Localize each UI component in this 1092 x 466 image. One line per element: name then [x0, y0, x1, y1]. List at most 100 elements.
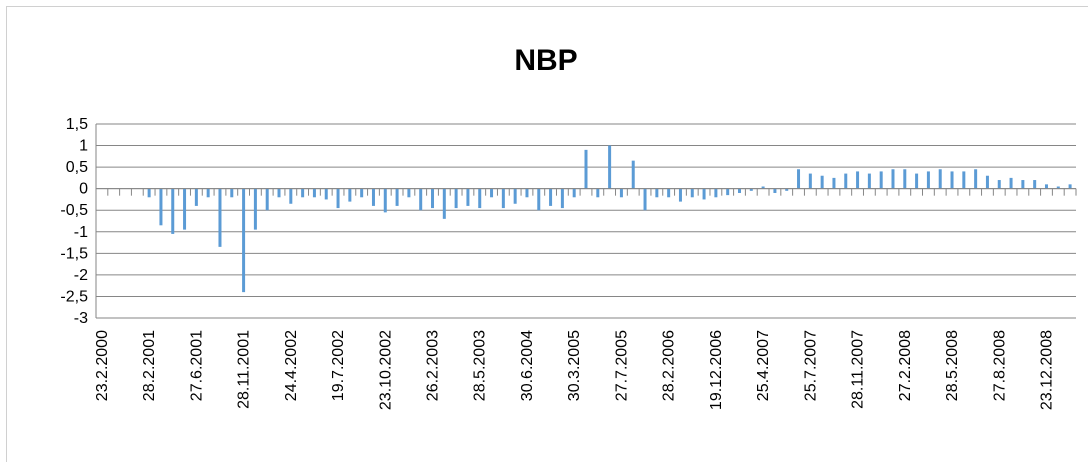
x-tick-label: 28.11.2001	[236, 330, 253, 409]
bar	[938, 169, 942, 189]
bar	[667, 188, 671, 198]
bar	[926, 171, 930, 189]
bar	[253, 188, 257, 230]
bar	[974, 169, 978, 189]
bar	[348, 188, 352, 202]
bar	[395, 188, 399, 206]
x-tick-label: 30.6.2004	[519, 330, 536, 401]
bar	[442, 188, 446, 219]
bar	[1009, 177, 1013, 189]
x-tick-label: 25.4.2007	[755, 330, 772, 401]
bar	[797, 169, 801, 189]
bar	[962, 171, 966, 189]
bar	[761, 186, 765, 189]
y-tick-label: -3	[74, 310, 88, 327]
bar	[230, 188, 234, 198]
bar	[289, 188, 293, 204]
x-tick-label: 27.8.2008	[991, 330, 1008, 401]
y-tick-label: 0	[79, 181, 88, 198]
bar	[915, 173, 919, 189]
bar	[903, 169, 907, 189]
bar	[336, 188, 340, 209]
x-tick-label: 25.7.2007	[802, 330, 819, 401]
bar	[1044, 184, 1048, 189]
bar	[985, 175, 989, 189]
bar	[856, 171, 860, 189]
bar	[537, 188, 541, 211]
bar	[312, 188, 316, 198]
bar	[808, 173, 812, 189]
bar	[572, 188, 576, 198]
y-tick-label: -2,5	[60, 288, 88, 305]
bar	[820, 175, 824, 189]
bar	[1068, 184, 1072, 189]
bar	[277, 188, 281, 198]
bar	[466, 188, 470, 206]
bars	[100, 145, 1072, 293]
x-tick-label: 28.11.2007	[850, 330, 867, 409]
chart-frame	[6, 6, 1088, 462]
y-axis-ticks: 1,5 1 0,5 0 -0,5 -1 -1,5 -2 -2,5 -3	[60, 116, 88, 327]
y-tick-label: -2	[74, 267, 88, 284]
bar	[690, 188, 694, 198]
x-tick-label: 27.7.2005	[613, 330, 630, 401]
bar	[891, 169, 895, 189]
bar	[194, 188, 198, 206]
bar	[737, 188, 741, 193]
bar	[997, 180, 1001, 189]
bar	[301, 188, 305, 198]
bar	[773, 188, 777, 193]
bar	[1056, 186, 1060, 189]
bar	[785, 188, 789, 191]
bar	[631, 160, 635, 189]
bar	[171, 188, 175, 234]
bar	[608, 145, 612, 189]
zero-line	[95, 188, 1077, 196]
bar	[1021, 180, 1025, 189]
bar	[1033, 180, 1037, 189]
bar	[324, 188, 328, 200]
x-tick-label: 26.2.2003	[425, 330, 442, 401]
bar	[419, 188, 423, 211]
bar	[360, 188, 364, 198]
x-tick-label: 23.10.2002	[377, 330, 394, 410]
bar	[242, 188, 246, 293]
x-tick-label: 19.7.2002	[330, 330, 347, 401]
bar	[950, 171, 954, 189]
bar	[478, 188, 482, 209]
bar	[726, 188, 730, 196]
x-axis-ticks: 23.2.2000 28.2.2001 27.6.2001 28.11.2001 24.…	[94, 330, 1056, 410]
bar	[643, 188, 647, 211]
x-tick-label: 24.4.2002	[283, 330, 300, 401]
bar	[431, 188, 435, 209]
x-tick-label: 30.3.2005	[566, 330, 583, 401]
x-tick-label: 28.5.2003	[472, 330, 489, 401]
bar	[159, 188, 163, 226]
x-tick-label: 28.2.2001	[141, 330, 158, 401]
bar	[702, 188, 706, 200]
bar	[147, 188, 151, 198]
bar	[218, 188, 222, 247]
bar	[206, 188, 210, 198]
x-tick-label: 23.2.2000	[94, 330, 111, 401]
bar	[714, 188, 718, 198]
bar	[879, 171, 883, 189]
x-tick-label: 23.12.2008	[1038, 330, 1055, 410]
bar	[678, 188, 682, 202]
bar	[501, 188, 505, 209]
y-tick-label: -0,5	[60, 202, 88, 219]
bar	[655, 188, 659, 198]
bar	[407, 188, 411, 198]
bar	[513, 188, 517, 204]
bar	[619, 188, 623, 198]
y-tick-label: -1	[74, 224, 88, 241]
x-tick-label: 28.5.2008	[944, 330, 961, 401]
bar	[749, 188, 753, 191]
bar	[454, 188, 458, 209]
x-tick-label: 27.2.2008	[897, 330, 914, 401]
y-tick-label: -1,5	[60, 245, 88, 262]
bar	[265, 188, 269, 211]
x-tick-label: 27.6.2001	[188, 330, 205, 401]
bar	[832, 177, 836, 189]
